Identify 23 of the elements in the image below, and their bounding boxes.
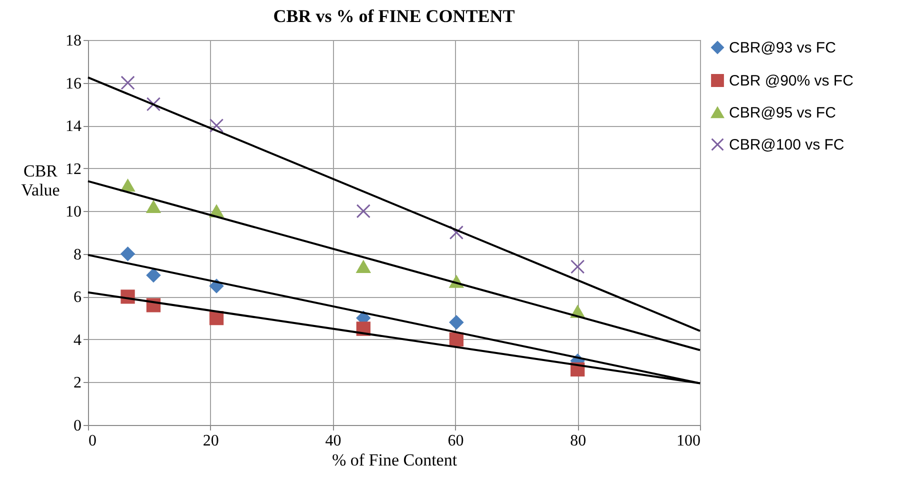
legend-label: CBR @90% vs FC [729,72,854,90]
y-tick-label: 6 [74,289,82,306]
x-tick-label: 60 [448,432,464,450]
x-tick-label: 0 [88,432,96,450]
y-tick-label: 12 [66,160,82,178]
legend-label: CBR@100 vs FC [729,136,844,154]
legend-label: CBR@93 vs FC [729,40,836,56]
y-axis-title: CBR Value [21,162,60,200]
chart-title: CBR vs % of FINE CONTENT [273,6,515,26]
x-tick-label: 100 [676,432,700,450]
y-tick-label: 18 [66,32,82,50]
y-tick-label: 8 [74,246,82,264]
x-tick-label: 80 [570,432,586,450]
y-tick-label: 10 [66,204,82,221]
x-tick-label: 40 [325,432,342,450]
legend-label: CBR@95 vs FC [729,104,836,122]
x-tick-label: 20 [202,432,219,450]
y-tick-label: 4 [74,332,82,349]
y-tick-label: 2 [74,374,82,392]
y-tick-label: 14 [66,118,82,136]
y-tick-label: 16 [66,75,82,92]
x-axis-title: % of Fine Content [332,450,458,470]
y-tick-label: 0 [74,418,82,434]
